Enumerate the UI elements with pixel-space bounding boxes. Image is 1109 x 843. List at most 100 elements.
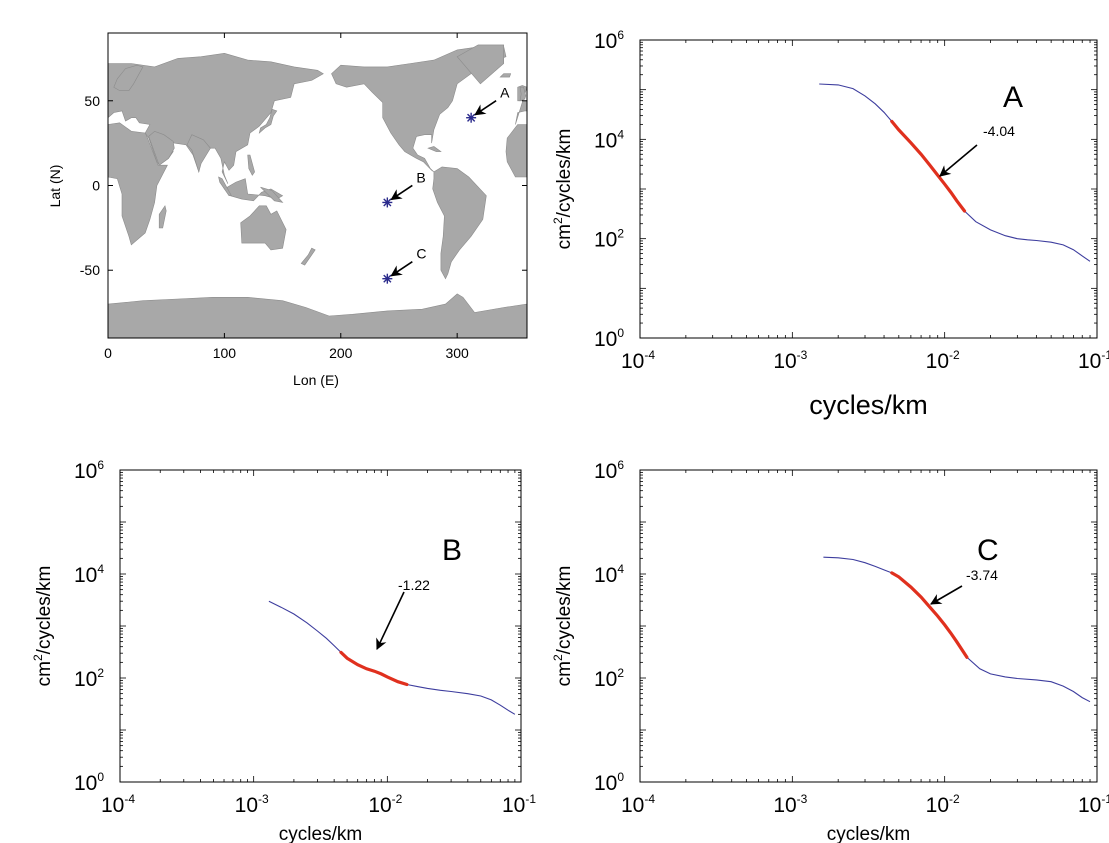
y-label-rest: /cycles/km: [554, 566, 575, 655]
x-tick-exp: -3: [797, 792, 808, 806]
axes-box: [120, 470, 521, 782]
fit-segment: [341, 652, 407, 684]
y-tick-exp: 2: [617, 666, 624, 680]
y-label-part: cm: [34, 661, 55, 686]
map-xlabel: Lon (E): [293, 372, 339, 388]
x-tick-label: 10-4: [101, 792, 135, 817]
map-xtick-label: 0: [104, 345, 112, 361]
x-tick-label: 10-1: [1078, 348, 1109, 373]
x-tick-base: 10: [1078, 350, 1101, 373]
y-axis-label: cm2/cycles/km: [551, 129, 575, 250]
x-tick-exp: -2: [949, 792, 960, 806]
slope-arrow: [940, 145, 977, 176]
fit-segment: [892, 121, 965, 211]
x-axis-label: cycles/km: [827, 824, 910, 843]
map-xtick-label: 200: [329, 345, 353, 361]
station-label: B: [416, 169, 425, 185]
x-tick-label: 10-2: [926, 792, 960, 817]
y-tick-base: 10: [74, 668, 97, 691]
spectrum-panel-a: 10-4 10-3 10-2 10-1100102104106cycles/kmcm2…: [551, 28, 1109, 420]
slope-label: -3.74: [966, 567, 998, 583]
x-tick-base: 10: [926, 794, 949, 817]
panel-letter: B: [442, 534, 462, 567]
x-tick-label: 10-1: [1078, 792, 1109, 817]
x-tick-base: 10: [368, 794, 391, 817]
x-tick-exp: -4: [644, 348, 655, 362]
x-tick-base: 10: [1078, 794, 1101, 817]
y-tick-exp: 6: [617, 458, 624, 472]
x-tick-base: 10: [621, 350, 644, 373]
x-tick-exp: -4: [644, 792, 655, 806]
y-tick-label: 104: [594, 127, 624, 152]
slope-arrow: [377, 592, 404, 649]
y-tick-label: 102: [594, 227, 624, 252]
y-tick-exp: 0: [97, 770, 104, 784]
x-tick-base: 10: [926, 350, 949, 373]
x-axis-label: cycles/km: [809, 390, 928, 420]
y-tick-base: 10: [74, 772, 97, 795]
y-tick-label: 106: [594, 28, 624, 53]
x-tick-exp: -1: [1101, 348, 1109, 362]
y-tick-base: 10: [594, 129, 617, 152]
y-tick-exp: 6: [617, 28, 624, 42]
y-tick-base: 10: [594, 229, 617, 252]
slope-label: -4.04: [983, 123, 1015, 139]
y-tick-label: 102: [74, 666, 104, 691]
x-tick-base: 10: [235, 794, 258, 817]
y-tick-exp: 2: [97, 666, 104, 680]
spectrum-line: [819, 84, 1090, 261]
y-tick-exp: 0: [617, 326, 624, 340]
y-tick-label: 100: [594, 770, 624, 795]
x-tick-base: 10: [101, 794, 124, 817]
spectrum-panel-b: 10-4 10-3 10-2 10-1100102104106cycles/kmcm2…: [31, 458, 536, 843]
y-tick-label: 104: [74, 562, 104, 587]
y-tick-base: 10: [594, 772, 617, 795]
map-xtick-label: 300: [445, 345, 469, 361]
slope-label: -1.22: [398, 577, 430, 593]
y-tick-base: 10: [594, 564, 617, 587]
y-tick-exp: 6: [97, 458, 104, 472]
x-tick-label: 10-3: [235, 792, 269, 817]
y-tick-base: 10: [594, 460, 617, 483]
panel-letter: A: [1003, 81, 1023, 114]
x-tick-label: 10-2: [368, 792, 402, 817]
x-tick-exp: -3: [258, 792, 269, 806]
axes-box: [640, 470, 1097, 782]
station-map: 0 100 200 300 50 0 -50 A B C Lon (E) Lat (N): [47, 33, 527, 388]
map-xtick-label: 100: [213, 345, 237, 361]
map-ytick-label: 0: [92, 178, 100, 194]
y-tick-label: 106: [594, 458, 624, 483]
y-tick-label: 106: [74, 458, 104, 483]
y-tick-label: 100: [594, 326, 624, 351]
station-label: A: [500, 85, 510, 101]
y-tick-base: 10: [594, 328, 617, 351]
y-tick-base: 10: [594, 30, 617, 53]
y-label-rest: /cycles/km: [34, 566, 55, 655]
x-tick-label: 10-2: [926, 348, 960, 373]
x-tick-base: 10: [502, 794, 525, 817]
y-label-rest: /cycles/km: [554, 129, 575, 218]
y-tick-base: 10: [74, 460, 97, 483]
y-label-part: cm: [554, 661, 575, 686]
y-tick-label: 104: [594, 562, 624, 587]
y-tick-exp: 4: [97, 562, 104, 576]
y-tick-base: 10: [594, 668, 617, 691]
map-ytick-label: -50: [80, 262, 100, 278]
x-tick-label: 10-1: [502, 792, 536, 817]
y-tick-exp: 4: [617, 127, 624, 141]
x-tick-exp: -2: [392, 792, 403, 806]
x-tick-base: 10: [773, 794, 796, 817]
y-tick-exp: 2: [617, 227, 624, 241]
y-tick-exp: 0: [617, 770, 624, 784]
y-axis-label: cm2/cycles/km: [551, 566, 575, 687]
y-tick-exp: 4: [617, 562, 624, 576]
x-tick-label: 10-3: [773, 792, 807, 817]
y-axis-label: cm2/cycles/km: [31, 566, 55, 687]
slope-arrow: [931, 586, 962, 604]
x-tick-exp: -1: [1101, 792, 1109, 806]
x-tick-exp: -1: [525, 792, 536, 806]
x-axis-label: cycles/km: [279, 824, 362, 843]
y-tick-label: 100: [74, 770, 104, 795]
spectrum-line: [823, 557, 1090, 702]
